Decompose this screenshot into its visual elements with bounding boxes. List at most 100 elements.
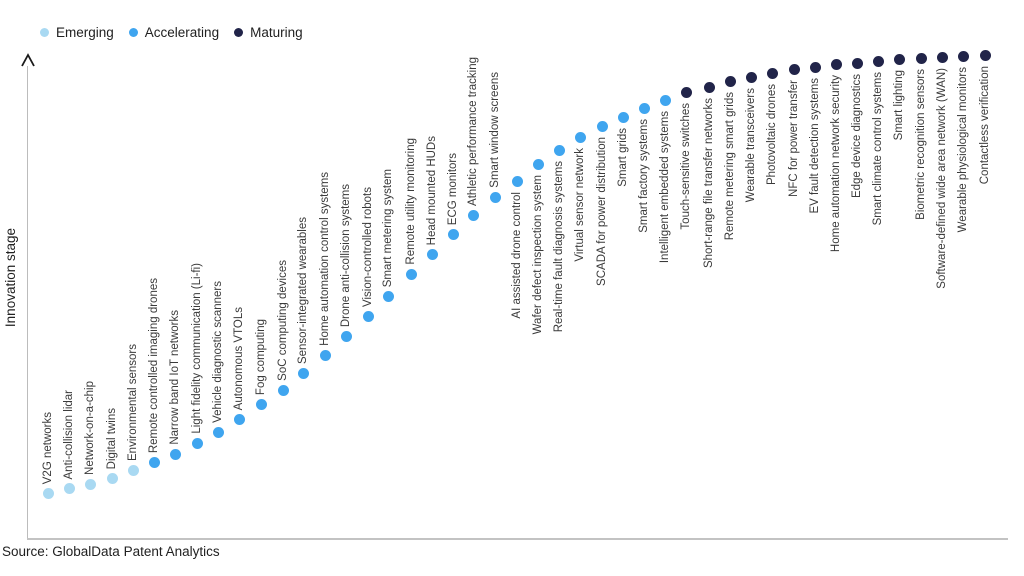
data-point-label: Anti-collision lidar <box>63 389 75 479</box>
data-point-label: Smart climate control systems <box>872 72 884 226</box>
data-point <box>617 111 629 123</box>
data-point <box>788 63 800 75</box>
x-axis-line <box>27 538 1008 540</box>
data-point-label: Vehicle diagnostic scanners <box>212 281 224 423</box>
data-point-label: Autonomous VTOLs <box>233 306 245 410</box>
data-point-label: Photovoltaic drones <box>766 84 778 186</box>
data-point-label: EV fault detection systems <box>809 78 821 214</box>
data-point-label: Network-on-a-chip <box>84 381 96 475</box>
data-point <box>169 448 181 460</box>
source-text: Source: GlobalData Patent Analytics <box>2 544 220 559</box>
data-point <box>680 86 692 98</box>
data-point <box>553 144 565 156</box>
data-point-label: Contactless verification <box>979 66 991 185</box>
data-point <box>957 50 969 62</box>
data-point <box>362 310 374 322</box>
data-point <box>979 49 991 61</box>
data-point <box>703 81 715 93</box>
data-point-label: Environmental sensors <box>127 344 139 461</box>
data-point <box>574 131 586 143</box>
data-point-label: Fog computing <box>255 318 267 395</box>
data-point <box>830 58 842 70</box>
data-point <box>426 248 438 260</box>
data-point <box>340 330 352 342</box>
data-point <box>297 367 309 379</box>
legend-label-emerging: Emerging <box>56 25 114 40</box>
maturing-dot-icon <box>234 28 244 37</box>
data-point <box>638 102 650 114</box>
y-axis-line <box>27 66 29 538</box>
data-point-label: Narrow band IoT networks <box>169 310 181 445</box>
data-point-label: V2G networks <box>42 411 54 484</box>
data-point <box>745 71 757 83</box>
data-point <box>915 52 927 64</box>
data-point-label: Intelligent embedded systems <box>659 111 671 264</box>
emerging-dot-icon <box>40 28 49 37</box>
data-point <box>191 437 203 449</box>
data-point-label: Smart grids <box>617 128 629 187</box>
data-point <box>851 57 863 69</box>
data-point <box>809 61 821 73</box>
accelerating-dot-icon <box>128 28 138 37</box>
data-point-label: Smart window screens <box>489 72 501 188</box>
y-axis-arrow-icon <box>21 53 35 67</box>
data-point <box>63 482 75 494</box>
data-point-label: Edge device diagnostics <box>851 74 863 199</box>
data-point-label: Smart lighting <box>893 70 905 141</box>
data-point-label: Touch-sensitive switches <box>680 103 692 230</box>
data-point-label: Wafer defect inspection system <box>532 175 544 335</box>
data-point <box>148 456 160 468</box>
data-point-label: Wearable physiological monitors <box>957 67 969 233</box>
data-point <box>893 53 905 65</box>
chart-legend: Emerging Accelerating Maturing <box>40 25 303 40</box>
data-point-label: Home automation network security <box>830 75 842 253</box>
data-point <box>84 478 96 490</box>
data-point-label: Remote utility monitoring <box>405 138 417 265</box>
data-point-label: Digital twins <box>106 407 118 469</box>
data-point <box>319 349 331 361</box>
data-point <box>467 209 479 221</box>
data-point <box>255 398 267 410</box>
data-point <box>936 51 948 63</box>
data-point-label: Remote controlled imaging drones <box>148 277 160 453</box>
data-point-label: Virtual sensor network <box>574 148 586 262</box>
data-point <box>447 228 459 240</box>
legend-label-maturing: Maturing <box>250 25 303 40</box>
data-point <box>212 426 224 438</box>
data-point <box>382 290 394 302</box>
data-point <box>766 67 778 79</box>
data-point-label: Smart metering system <box>382 168 394 287</box>
data-point-label: Light fidelity communication (Li-fi) <box>191 263 203 434</box>
data-point-label: Athletic performance tracking <box>467 57 479 206</box>
data-point <box>724 75 736 87</box>
data-point-label: Wearable transceivers <box>745 88 757 203</box>
data-point-label: Home automation control systems <box>319 172 331 346</box>
data-point-label: Short-range file transfer networks <box>703 98 715 269</box>
data-point <box>659 94 671 106</box>
data-point <box>233 413 245 425</box>
legend-item-maturing: Maturing <box>234 25 303 40</box>
legend-item-accelerating: Accelerating <box>128 25 220 40</box>
data-point <box>277 384 289 396</box>
data-point-label: Drone anti-collision systems <box>340 183 352 327</box>
data-point <box>596 120 608 132</box>
legend-label-accelerating: Accelerating <box>144 25 220 40</box>
data-point-label: Remote metering smart grids <box>724 92 736 241</box>
data-point <box>872 55 884 67</box>
data-point-label: Real-time fault diagnosis systems <box>553 161 565 333</box>
data-point-label: Biometric recognition sensors <box>915 69 927 220</box>
data-point <box>405 268 417 280</box>
data-point <box>42 487 54 499</box>
legend-item-emerging: Emerging <box>40 25 114 40</box>
data-point <box>489 191 501 203</box>
data-point <box>511 175 523 187</box>
data-point-label: Head mounted HUDs <box>426 135 438 245</box>
data-point <box>532 158 544 170</box>
data-point-label: ECG monitors <box>447 152 459 225</box>
data-point <box>106 472 118 484</box>
data-point-label: SoC computing devices <box>277 260 289 381</box>
data-point-label: NFC for power transfer <box>788 80 800 197</box>
data-point-label: Software-defined wide area network (WAN) <box>936 68 948 289</box>
